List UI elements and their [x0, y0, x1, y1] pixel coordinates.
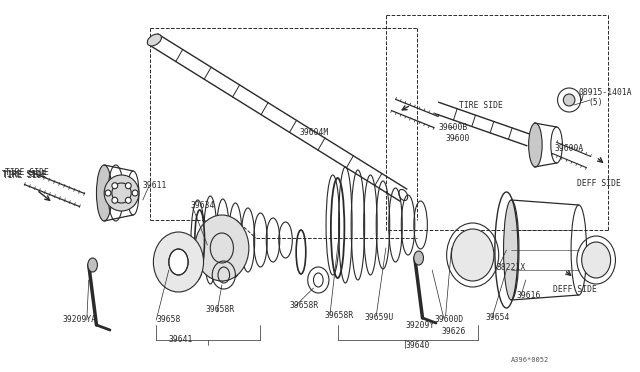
Ellipse shape [582, 242, 611, 278]
Text: 39604M: 39604M [299, 128, 328, 137]
Text: 39600D: 39600D [434, 315, 463, 324]
Circle shape [104, 175, 139, 211]
Ellipse shape [451, 229, 494, 281]
Ellipse shape [97, 165, 112, 221]
Text: 39654: 39654 [485, 314, 509, 323]
Ellipse shape [414, 251, 424, 265]
Text: 39611: 39611 [143, 180, 167, 189]
Text: TIRE SIDE: TIRE SIDE [2, 170, 46, 179]
Text: 39640: 39640 [405, 340, 429, 350]
Text: 39658R: 39658R [324, 311, 353, 320]
Circle shape [105, 190, 111, 196]
Text: 39641: 39641 [169, 336, 193, 344]
Text: 38221X: 38221X [497, 263, 526, 273]
Text: 39600B: 39600B [439, 122, 468, 131]
Circle shape [132, 190, 138, 196]
Circle shape [563, 94, 575, 106]
Ellipse shape [169, 249, 188, 275]
Text: DEFF SIDE: DEFF SIDE [553, 285, 596, 295]
Text: 39209YA: 39209YA [63, 315, 97, 324]
Ellipse shape [147, 34, 161, 46]
Text: 39600: 39600 [445, 134, 470, 142]
Text: TIRE SIDE: TIRE SIDE [3, 170, 47, 180]
Circle shape [112, 197, 118, 203]
Text: 39634: 39634 [191, 201, 216, 209]
Text: TIRE SIDE: TIRE SIDE [459, 100, 503, 109]
Text: 39658R: 39658R [289, 301, 319, 310]
Ellipse shape [88, 258, 97, 272]
Ellipse shape [529, 123, 542, 167]
Circle shape [125, 197, 131, 203]
Text: V: V [579, 93, 584, 103]
Circle shape [112, 183, 118, 189]
Text: 39658R: 39658R [205, 305, 235, 314]
Text: TIRE SIDE: TIRE SIDE [5, 167, 49, 176]
Text: 39658: 39658 [156, 315, 180, 324]
Ellipse shape [504, 200, 519, 300]
Text: 39209Y: 39209Y [405, 321, 435, 330]
Ellipse shape [154, 232, 204, 292]
Text: 08915-1401A: 08915-1401A [579, 87, 632, 96]
Text: (5): (5) [588, 97, 603, 106]
Text: 39659U: 39659U [365, 312, 394, 321]
Text: A396*0052: A396*0052 [511, 357, 550, 363]
Ellipse shape [195, 215, 249, 281]
Text: 39626: 39626 [442, 327, 466, 337]
Circle shape [125, 183, 131, 189]
Text: 39616: 39616 [516, 291, 540, 299]
Text: DEFF SIDE: DEFF SIDE [577, 179, 621, 187]
Text: 39600A: 39600A [555, 144, 584, 153]
